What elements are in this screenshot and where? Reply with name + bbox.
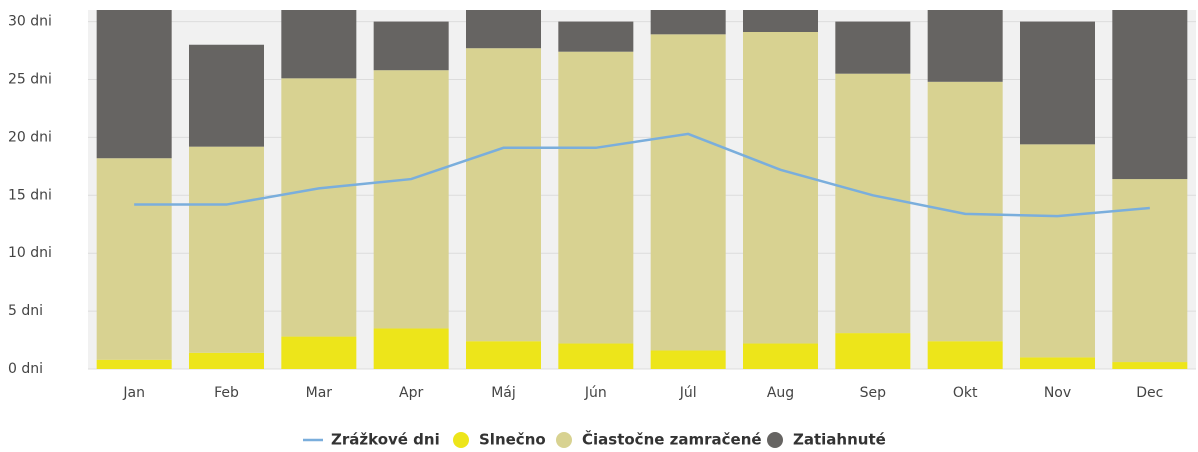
bar-segment [743, 343, 818, 369]
bar-segment [743, 32, 818, 344]
bar-segment [835, 21, 911, 74]
bar-segment [927, 81, 1003, 342]
bar-segment [1020, 357, 1095, 369]
y-tick-label: 5 dni [8, 303, 43, 319]
bar-segment [1112, 10, 1188, 180]
y-tick-label: 10 dni [8, 245, 52, 261]
bar-segment [1020, 144, 1095, 358]
x-tick-label: Júl [679, 385, 697, 401]
bar-segment [281, 336, 357, 369]
x-tick-label: Dec [1136, 385, 1163, 401]
x-tick-label: Aug [767, 385, 794, 401]
bar-segment [558, 51, 634, 344]
bar-segment [835, 333, 911, 369]
legend-label: Zatiahnuté [793, 431, 886, 449]
x-tick-label: Sep [860, 385, 887, 401]
bar-segment [466, 341, 541, 369]
bar-segment [558, 343, 634, 369]
bar-segment [1112, 179, 1188, 363]
y-tick-label: 25 dni [8, 71, 52, 87]
bar-segment [835, 73, 911, 334]
legend-label: Slnečno [479, 431, 546, 449]
bar-segment [1020, 21, 1095, 145]
bar-segment [927, 10, 1003, 82]
bar-segment [373, 70, 449, 329]
bar-segment [650, 350, 726, 369]
bar-segment [373, 328, 449, 369]
legend-label: Zrážkové dni [331, 431, 440, 449]
bar-segment [743, 10, 818, 33]
x-tick-label: Nov [1044, 385, 1071, 401]
bar-segment [373, 21, 449, 71]
bar-segment [281, 78, 357, 337]
y-tick-label: 0 dni [8, 361, 43, 377]
bar-segment [558, 21, 634, 52]
y-tick-label: 15 dni [8, 187, 52, 203]
bar-segment [466, 10, 541, 49]
bar-segment [281, 10, 357, 79]
x-tick-label: Máj [491, 385, 516, 401]
line-series [134, 132, 1150, 218]
x-tick-label: Okt [953, 385, 978, 401]
legend-marker [556, 432, 572, 448]
bar-segment [96, 158, 172, 360]
bar-segment [650, 10, 726, 35]
x-tick-label: Jan [122, 385, 145, 401]
x-tick-label: Feb [214, 385, 239, 401]
x-tick-label: Apr [399, 385, 423, 401]
legend-marker [767, 432, 783, 448]
bar-segment [189, 44, 264, 147]
bar-segment [1112, 362, 1188, 369]
x-tick-label: Mar [306, 385, 333, 401]
plot-background [88, 10, 1196, 369]
bar-segment [650, 34, 726, 351]
y-tick-label: 30 dni [8, 14, 52, 30]
legend-label: Čiastočne zamračené [582, 430, 762, 449]
bar-segment [466, 48, 541, 342]
bar-segment [96, 359, 172, 369]
legend-marker [453, 432, 469, 448]
bar-segment [96, 10, 172, 159]
bar-segment [927, 341, 1003, 369]
x-tick-label: Jún [584, 385, 607, 401]
bar-segment [189, 352, 264, 369]
y-tick-label: 20 dni [8, 129, 52, 145]
bar-segment [189, 146, 264, 353]
